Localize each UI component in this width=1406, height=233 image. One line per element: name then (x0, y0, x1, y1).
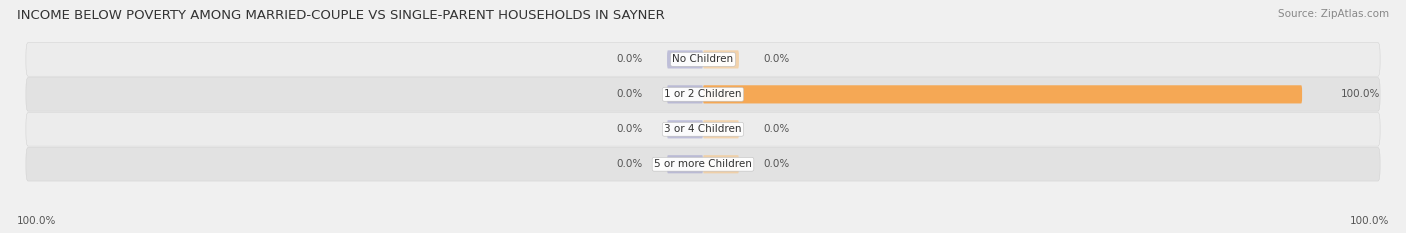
FancyBboxPatch shape (25, 78, 1381, 111)
Text: 0.0%: 0.0% (763, 159, 789, 169)
FancyBboxPatch shape (666, 155, 703, 173)
Text: 0.0%: 0.0% (763, 55, 789, 64)
FancyBboxPatch shape (25, 147, 1381, 181)
Text: 3 or 4 Children: 3 or 4 Children (664, 124, 742, 134)
FancyBboxPatch shape (703, 85, 1302, 103)
FancyBboxPatch shape (666, 120, 703, 138)
Text: Source: ZipAtlas.com: Source: ZipAtlas.com (1278, 9, 1389, 19)
Text: 5 or more Children: 5 or more Children (654, 159, 752, 169)
FancyBboxPatch shape (703, 155, 740, 173)
FancyBboxPatch shape (25, 113, 1381, 146)
FancyBboxPatch shape (703, 120, 740, 138)
Text: INCOME BELOW POVERTY AMONG MARRIED-COUPLE VS SINGLE-PARENT HOUSEHOLDS IN SAYNER: INCOME BELOW POVERTY AMONG MARRIED-COUPL… (17, 9, 665, 22)
Text: 0.0%: 0.0% (617, 55, 643, 64)
Text: No Children: No Children (672, 55, 734, 64)
FancyBboxPatch shape (25, 43, 1381, 76)
Text: 0.0%: 0.0% (617, 124, 643, 134)
FancyBboxPatch shape (666, 50, 703, 69)
Text: 0.0%: 0.0% (763, 124, 789, 134)
Text: 1 or 2 Children: 1 or 2 Children (664, 89, 742, 99)
Text: 100.0%: 100.0% (1350, 216, 1389, 226)
FancyBboxPatch shape (666, 85, 703, 103)
Text: 0.0%: 0.0% (617, 89, 643, 99)
Text: 100.0%: 100.0% (1340, 89, 1379, 99)
Text: 100.0%: 100.0% (17, 216, 56, 226)
Text: 0.0%: 0.0% (617, 159, 643, 169)
FancyBboxPatch shape (703, 50, 740, 69)
